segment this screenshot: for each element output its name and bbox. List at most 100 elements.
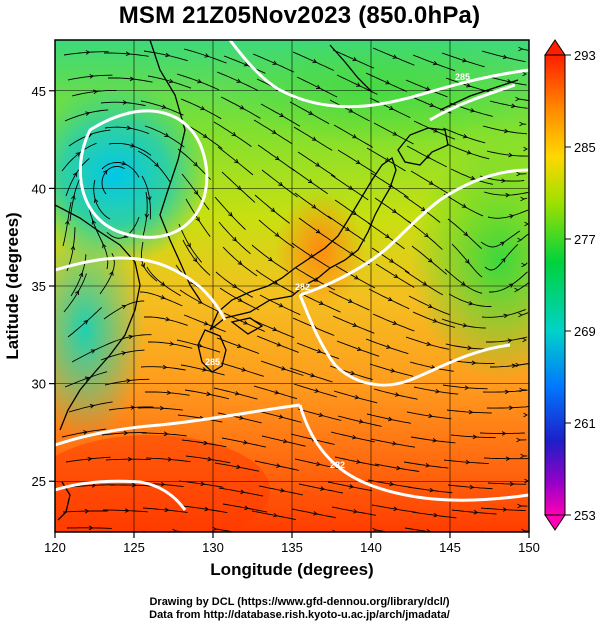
streamline	[443, 193, 484, 217]
streamline-arrowhead	[511, 363, 517, 369]
streamline-arrowhead	[519, 121, 524, 127]
streamline	[367, 222, 405, 250]
streamline-arrowhead	[460, 281, 466, 286]
streamline-arrowhead	[165, 316, 171, 322]
streamline	[449, 359, 495, 364]
streamline-arrowhead	[470, 108, 476, 113]
streamline-arrowhead	[87, 456, 93, 462]
streamline-arrowhead	[505, 456, 511, 461]
streamline	[258, 485, 303, 496]
streamline-arrowhead	[278, 181, 284, 187]
streamline-arrowhead	[429, 102, 435, 108]
streamline	[334, 199, 373, 226]
hot-south-region	[55, 435, 270, 532]
streamline	[67, 307, 102, 338]
y-tick-label: 45	[32, 84, 46, 99]
streamline	[365, 72, 407, 92]
streamline-arrowhead	[271, 129, 277, 134]
streamline-arrowhead	[65, 219, 70, 225]
streamline	[217, 146, 254, 176]
streamline-arrowhead	[232, 236, 237, 242]
streamline	[410, 170, 450, 195]
streamline-arrowhead	[468, 409, 474, 415]
streamline-arrowhead	[160, 482, 166, 487]
streamline-arrowhead	[243, 440, 249, 445]
streamline	[293, 383, 338, 398]
streamline	[103, 509, 148, 513]
streamline	[291, 508, 336, 519]
streamline-arrowhead	[162, 364, 168, 370]
streamline	[486, 406, 529, 409]
streamline	[141, 175, 151, 220]
colorbar-ticks: 293 285 277 269 261 253	[565, 48, 596, 523]
streamline-arrowhead	[389, 481, 395, 487]
streamline-arrowhead	[389, 258, 395, 263]
streamline	[147, 75, 192, 89]
streamline-arrowhead	[237, 260, 243, 266]
x-tick-label: 125	[123, 540, 145, 555]
streamline	[217, 412, 262, 424]
streamline	[403, 195, 441, 223]
streamline	[411, 511, 457, 519]
streamline-arrowhead	[316, 348, 322, 354]
streamline-arrowhead	[354, 275, 359, 280]
streamline	[259, 294, 301, 316]
streamline	[331, 240, 370, 266]
streamline-arrowhead	[274, 232, 280, 237]
streamline-arrowhead	[212, 526, 217, 532]
streamline	[404, 270, 444, 296]
colorbar-tick-label: 261	[574, 416, 596, 431]
streamline-arrowhead	[466, 83, 472, 88]
streamline-arrowhead	[273, 512, 279, 518]
streamline-arrowhead	[392, 54, 398, 59]
streamline-arrowhead	[392, 208, 397, 214]
streamline-arrowhead	[515, 362, 520, 368]
streamline	[65, 158, 90, 197]
streamline	[327, 481, 373, 492]
streamline-arrowhead	[147, 196, 152, 202]
streamline-arrowhead	[523, 412, 528, 418]
streamline-arrowhead	[206, 391, 212, 397]
streamline-arrowhead	[386, 344, 391, 349]
streamline	[292, 51, 334, 71]
streamline	[66, 227, 76, 272]
streamline	[68, 401, 113, 413]
streamline-arrowhead	[236, 343, 242, 348]
streamline-arrowhead	[466, 150, 472, 155]
streamline-arrowhead	[427, 258, 433, 263]
streamline-arrowhead	[313, 511, 319, 516]
contour-ridge	[299, 168, 529, 297]
contour-label: 282	[330, 460, 345, 470]
streamline	[260, 360, 304, 376]
honshu-coastline	[209, 156, 397, 331]
streamline-arrowhead	[507, 338, 513, 343]
streamline	[252, 53, 295, 73]
streamline	[63, 51, 109, 56]
streamline-arrowhead	[354, 394, 360, 400]
streamline	[99, 253, 115, 295]
isotherm-contours	[55, 40, 529, 511]
streamline	[370, 172, 409, 198]
streamline-arrowhead	[140, 263, 145, 268]
streamline	[403, 461, 449, 469]
streamline	[479, 432, 525, 434]
colorbar-scale	[544, 54, 566, 516]
streamline-arrowhead	[501, 257, 506, 263]
streamline	[214, 196, 246, 231]
streamline-arrowhead	[279, 112, 285, 117]
streamline-arrowhead	[281, 366, 287, 371]
streamline	[222, 246, 258, 277]
streamline	[405, 336, 450, 350]
streamline	[520, 233, 529, 241]
streamline-arrowhead	[169, 341, 175, 346]
shikoku-coastline	[230, 317, 264, 335]
streamline-arrowhead	[202, 133, 208, 138]
credit-data: Data from http://database.rish.kyoto-u.a…	[149, 609, 450, 621]
streamline	[145, 391, 190, 396]
streamline	[253, 385, 298, 400]
streamline	[336, 340, 380, 357]
streamline	[294, 192, 332, 220]
streamline-arrowhead	[193, 190, 199, 196]
streamline-arrowhead	[345, 226, 350, 232]
streamline	[213, 387, 258, 400]
